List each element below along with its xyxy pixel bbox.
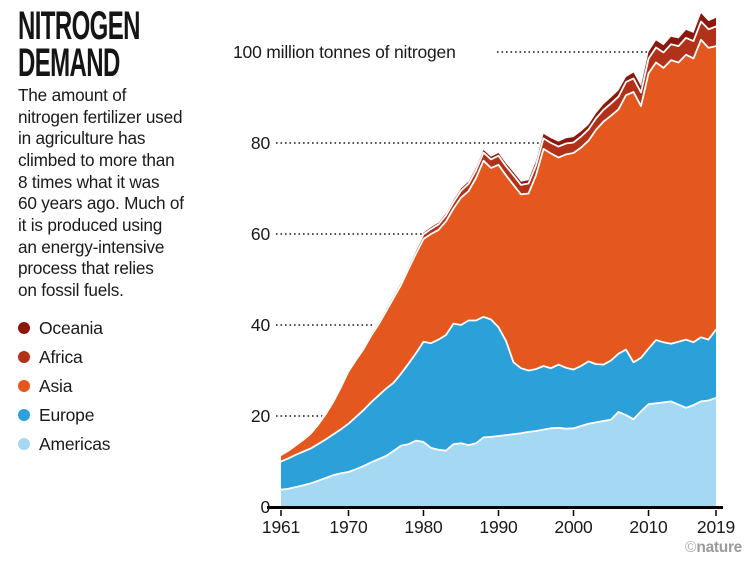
page-title: NITROGEN DEMAND [18,4,140,85]
copyright-icon: © [685,539,697,556]
separator-asia [280,38,717,457]
description-line: it is produced using [18,215,163,236]
nature-brand: nature [696,539,742,556]
y-tick-label-40: 40 [251,315,271,335]
legend-item-asia: Asia [18,375,110,397]
separator-europe [280,315,717,463]
legend-dot-icon [18,351,30,363]
y-tick-label-60: 60 [251,224,271,244]
legend-item-oceania: Oceania [18,317,110,339]
legend-label: Europe [39,404,95,425]
y-axis-unit-label: 100 million tonnes of nitrogen [233,42,456,62]
area-americas [281,397,716,507]
title-line-1: NITROGEN [18,4,140,48]
description-line: process that relies [18,258,154,279]
legend-label: Americas [39,433,111,454]
description-line: nitrogen fertilizer used [18,106,183,127]
separator-africa [280,20,717,456]
x-tick-label-2000: 2000 [554,517,593,537]
description-line: The amount of [18,85,127,105]
legend-label: Asia [39,375,73,396]
x-tick-label-1990: 1990 [479,517,518,537]
description-line: an energy-intensive [18,236,165,257]
description-line: 8 times what it was [18,171,160,192]
legend-label: Africa [39,346,83,367]
legend-dot-icon [18,438,30,450]
area-asia [281,39,716,462]
description-line: on fossil fuels. [18,280,124,301]
description-line: climbed to more than [18,150,175,171]
x-tick-label-1961: 1961 [262,517,300,537]
legend-item-africa: Africa [18,346,110,368]
legend-label: Oceania [39,317,103,338]
y-tick-label-80: 80 [251,133,271,153]
legend-dot-icon [18,409,30,421]
x-tick-label-2010: 2010 [629,517,668,537]
chart-description: The amount of nitrogen fertilizer used in … [18,85,184,302]
legend-item-americas: Americas [18,433,111,455]
chart-legend: Oceania Africa Asia Europe Americas [18,317,111,462]
legend-item-europe: Europe [18,404,110,426]
x-tick-label-1980: 1980 [404,517,443,537]
y-tick-label-0: 0 [260,497,270,517]
description-line: 60 years ago. Much of [18,193,184,214]
x-tick-label-1970: 1970 [329,517,368,537]
legend-dot-icon [18,322,30,334]
legend-dot-icon [18,380,30,392]
x-tick-label-2019: 2019 [697,517,735,537]
y-tick-label-20: 20 [251,406,271,426]
title-line-2: DEMAND [18,40,120,85]
area-europe [281,316,716,490]
separator-americas [280,396,717,491]
description-line: in agriculture has [18,128,146,149]
nature-watermark: ©nature [685,539,742,557]
